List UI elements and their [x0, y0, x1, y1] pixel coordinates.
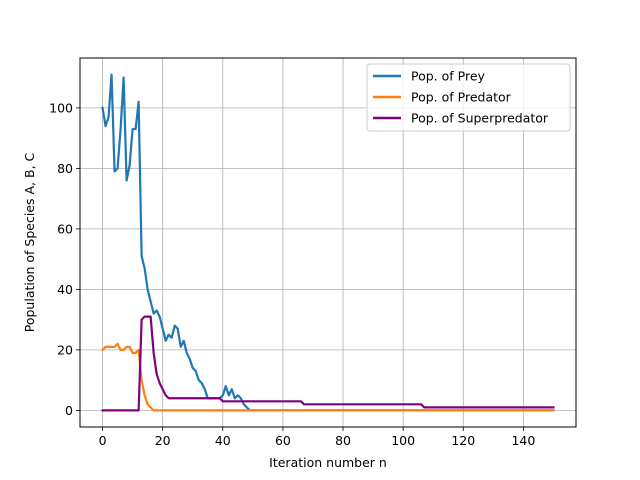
x-tick-label: 40 — [215, 433, 231, 448]
legend-label-superpredator: Pop. of Superpredator — [411, 111, 549, 126]
y-tick-label: 20 — [57, 342, 73, 357]
x-tick-label: 20 — [155, 433, 171, 448]
x-tick-label: 100 — [391, 433, 415, 448]
axis-ticks: 0 20 40 60 80 100 120 140 0 20 40 60 80 100 — [49, 100, 535, 448]
y-tick-label: 100 — [49, 100, 73, 115]
series-line-predator — [100, 342, 555, 412]
x-tick-label: 80 — [335, 433, 351, 448]
legend-label-predator: Pop. of Predator — [411, 90, 512, 105]
x-axis-label: Iteration number n — [269, 455, 387, 470]
legend: Pop. of Prey Pop. of Predator Pop. of Su… — [366, 63, 571, 132]
plot-area-frame — [79, 57, 577, 428]
x-tick-label: 140 — [511, 433, 535, 448]
series-line-superpredator — [101, 315, 555, 412]
legend-box — [366, 63, 571, 132]
x-tick-label: 0 — [99, 433, 107, 448]
y-axis-label: Population of Species A, B, C — [22, 152, 37, 332]
legend-label-prey: Pop. of Prey — [411, 69, 486, 84]
y-tick-label: 40 — [57, 282, 73, 297]
x-tick-label: 60 — [275, 433, 291, 448]
x-tick-label: 120 — [451, 433, 475, 448]
y-tick-label: 0 — [65, 403, 73, 418]
y-tick-label: 80 — [57, 161, 73, 176]
y-tick-label: 60 — [57, 221, 73, 236]
series-lines — [100, 73, 555, 412]
